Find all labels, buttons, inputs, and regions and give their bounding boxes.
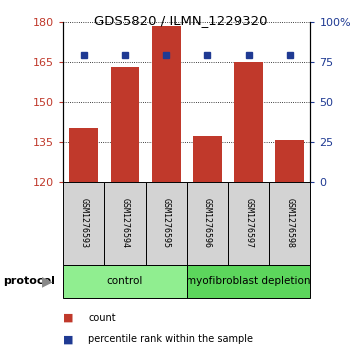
Bar bbox=[63, 182, 104, 265]
Bar bbox=[187, 265, 310, 298]
Text: GSM1276595: GSM1276595 bbox=[162, 198, 171, 248]
Text: ▶: ▶ bbox=[42, 274, 52, 288]
Text: GSM1276593: GSM1276593 bbox=[79, 198, 88, 248]
Bar bbox=[275, 140, 304, 182]
Bar bbox=[187, 182, 228, 265]
Bar bbox=[63, 265, 187, 298]
Bar bbox=[104, 182, 145, 265]
Text: protocol: protocol bbox=[4, 276, 56, 286]
Text: percentile rank within the sample: percentile rank within the sample bbox=[88, 334, 253, 344]
Bar bbox=[152, 26, 180, 182]
Text: myofibroblast depletion: myofibroblast depletion bbox=[186, 276, 311, 286]
Bar bbox=[193, 136, 222, 182]
Text: ■: ■ bbox=[63, 334, 74, 344]
Bar bbox=[110, 67, 139, 182]
Bar bbox=[69, 128, 98, 182]
Bar bbox=[145, 182, 187, 265]
Bar bbox=[269, 182, 310, 265]
Text: GSM1276597: GSM1276597 bbox=[244, 198, 253, 248]
Text: GSM1276598: GSM1276598 bbox=[285, 198, 294, 248]
Text: GDS5820 / ILMN_1229320: GDS5820 / ILMN_1229320 bbox=[94, 15, 267, 28]
Text: GSM1276594: GSM1276594 bbox=[121, 198, 130, 248]
Bar bbox=[234, 62, 263, 182]
Text: control: control bbox=[107, 276, 143, 286]
Bar bbox=[228, 182, 269, 265]
Text: GSM1276596: GSM1276596 bbox=[203, 198, 212, 248]
Text: count: count bbox=[88, 313, 116, 323]
Text: ■: ■ bbox=[63, 313, 74, 323]
